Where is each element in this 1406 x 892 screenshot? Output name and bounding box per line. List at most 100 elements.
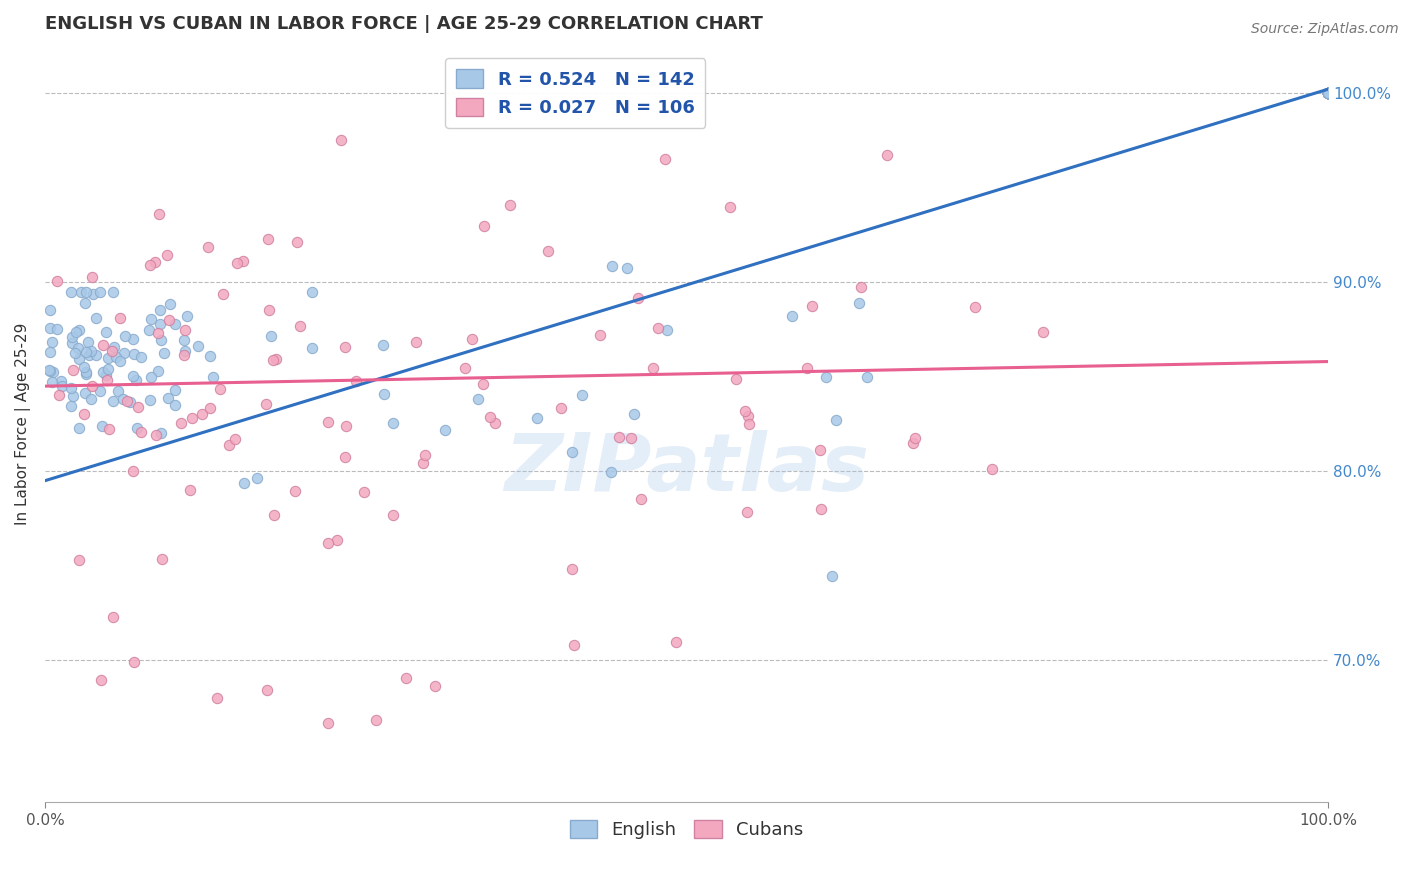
Point — [630, 492, 652, 507]
Point — [284, 483, 307, 498]
Point — [849, 279, 872, 293]
Point — [1317, 86, 1340, 100]
Point — [856, 370, 879, 384]
Point — [257, 302, 280, 317]
Point — [301, 285, 323, 299]
Point — [1317, 86, 1340, 100]
Point — [125, 373, 148, 387]
Point — [65, 325, 87, 339]
Point — [121, 369, 143, 384]
Point — [46, 274, 69, 288]
Point — [150, 552, 173, 566]
Legend: English, Cubans: English, Cubans — [562, 813, 810, 847]
Point — [963, 300, 986, 314]
Point — [810, 502, 832, 516]
Point — [643, 361, 665, 376]
Point — [96, 326, 118, 340]
Point — [1317, 86, 1340, 100]
Point — [405, 335, 427, 350]
Point — [101, 285, 124, 299]
Point — [738, 417, 761, 432]
Point — [381, 416, 404, 430]
Point — [60, 399, 83, 413]
Point — [148, 326, 170, 341]
Point — [75, 344, 97, 359]
Point — [1317, 86, 1340, 100]
Point — [796, 360, 818, 375]
Point — [344, 375, 367, 389]
Point — [1317, 86, 1340, 100]
Point — [62, 389, 84, 403]
Point — [48, 388, 70, 402]
Point — [453, 361, 475, 376]
Point — [101, 610, 124, 624]
Point — [75, 385, 97, 400]
Point — [1317, 86, 1340, 100]
Point — [335, 419, 357, 434]
Point — [373, 387, 395, 401]
Point — [131, 425, 153, 440]
Point — [562, 638, 585, 652]
Point — [149, 303, 172, 318]
Point — [588, 328, 610, 343]
Point — [848, 296, 870, 310]
Point — [395, 671, 418, 685]
Point — [165, 317, 187, 331]
Point — [163, 383, 186, 397]
Point — [1317, 86, 1340, 100]
Point — [38, 363, 60, 377]
Point — [1317, 86, 1340, 100]
Point — [333, 450, 356, 465]
Point — [91, 366, 114, 380]
Point — [110, 353, 132, 368]
Point — [157, 392, 180, 406]
Point — [89, 384, 111, 398]
Point — [139, 392, 162, 407]
Point — [197, 239, 219, 253]
Point — [149, 333, 172, 347]
Point — [316, 536, 339, 550]
Point — [654, 152, 676, 166]
Point — [105, 350, 128, 364]
Point — [1317, 86, 1340, 100]
Point — [63, 345, 86, 359]
Point — [108, 310, 131, 325]
Point — [155, 248, 177, 262]
Point — [94, 368, 117, 383]
Point — [246, 471, 269, 485]
Point — [499, 198, 522, 212]
Point — [180, 410, 202, 425]
Point — [90, 418, 112, 433]
Point — [80, 379, 103, 393]
Point — [467, 392, 489, 406]
Point — [433, 423, 456, 437]
Point — [179, 483, 201, 497]
Point — [1317, 86, 1340, 100]
Point — [153, 346, 176, 360]
Point — [1032, 326, 1054, 340]
Point — [1317, 86, 1340, 100]
Point — [62, 363, 84, 377]
Point — [122, 464, 145, 478]
Point — [330, 133, 353, 147]
Point — [173, 348, 195, 362]
Point — [200, 349, 222, 363]
Point — [600, 259, 623, 273]
Point — [84, 311, 107, 326]
Point — [39, 345, 62, 359]
Point — [67, 323, 90, 337]
Point — [60, 330, 83, 344]
Point — [254, 396, 277, 410]
Point — [288, 318, 311, 333]
Point — [561, 444, 583, 458]
Point — [75, 367, 97, 381]
Point — [316, 415, 339, 429]
Point — [808, 443, 831, 458]
Point — [257, 232, 280, 246]
Point — [120, 395, 142, 409]
Point — [165, 398, 187, 412]
Point — [77, 335, 100, 350]
Point — [1317, 86, 1340, 100]
Point — [97, 362, 120, 376]
Point — [67, 552, 90, 566]
